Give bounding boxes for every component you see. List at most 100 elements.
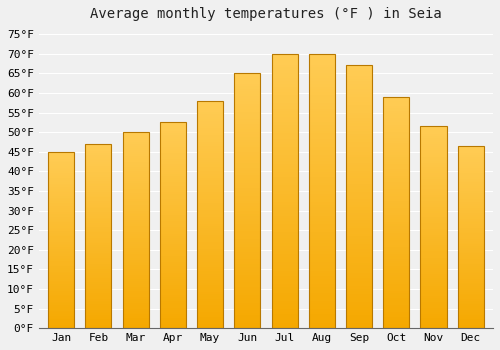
- Bar: [346, 250, 372, 252]
- Bar: [160, 310, 186, 312]
- Bar: [458, 199, 483, 201]
- Bar: [122, 304, 148, 307]
- Bar: [86, 148, 112, 149]
- Bar: [86, 240, 112, 242]
- Bar: [308, 260, 335, 262]
- Bar: [122, 169, 148, 172]
- Bar: [420, 126, 446, 128]
- Bar: [420, 322, 446, 324]
- Bar: [458, 215, 483, 217]
- Bar: [458, 208, 483, 210]
- Bar: [234, 216, 260, 219]
- Bar: [48, 208, 74, 210]
- Bar: [383, 171, 409, 173]
- Bar: [86, 271, 112, 273]
- Bar: [272, 150, 297, 153]
- Bar: [234, 282, 260, 285]
- Bar: [160, 194, 186, 196]
- Bar: [86, 227, 112, 229]
- Bar: [234, 206, 260, 208]
- Bar: [272, 251, 297, 254]
- Bar: [458, 303, 483, 304]
- Bar: [420, 217, 446, 219]
- Bar: [272, 144, 297, 147]
- Bar: [383, 323, 409, 326]
- Bar: [160, 186, 186, 188]
- Bar: [420, 318, 446, 320]
- Bar: [272, 70, 297, 73]
- Bar: [458, 217, 483, 219]
- Bar: [160, 312, 186, 314]
- Bar: [86, 210, 112, 212]
- Bar: [272, 180, 297, 183]
- Bar: [122, 173, 148, 175]
- Bar: [48, 161, 74, 162]
- Bar: [234, 310, 260, 313]
- Bar: [420, 247, 446, 250]
- Bar: [308, 78, 335, 81]
- Bar: [420, 302, 446, 304]
- Bar: [197, 251, 223, 253]
- Bar: [272, 293, 297, 295]
- Bar: [420, 138, 446, 140]
- Bar: [122, 132, 148, 328]
- Bar: [234, 252, 260, 254]
- Bar: [420, 189, 446, 191]
- Bar: [197, 160, 223, 162]
- Bar: [346, 207, 372, 210]
- Bar: [160, 145, 186, 147]
- Bar: [234, 303, 260, 305]
- Bar: [86, 273, 112, 275]
- Bar: [272, 103, 297, 106]
- Bar: [160, 219, 186, 221]
- Bar: [86, 269, 112, 271]
- Bar: [234, 124, 260, 127]
- Bar: [48, 321, 74, 323]
- Bar: [86, 192, 112, 194]
- Bar: [197, 285, 223, 287]
- Bar: [346, 79, 372, 81]
- Bar: [420, 225, 446, 227]
- Bar: [86, 286, 112, 288]
- Bar: [458, 248, 483, 250]
- Bar: [86, 302, 112, 304]
- Bar: [160, 277, 186, 279]
- Bar: [122, 309, 148, 310]
- Bar: [420, 251, 446, 253]
- Bar: [308, 158, 335, 161]
- Bar: [346, 228, 372, 231]
- Bar: [420, 148, 446, 150]
- Bar: [458, 257, 483, 259]
- Bar: [458, 259, 483, 261]
- Bar: [458, 179, 483, 181]
- Bar: [86, 201, 112, 203]
- Bar: [197, 280, 223, 283]
- Bar: [86, 216, 112, 218]
- Bar: [383, 203, 409, 205]
- Bar: [122, 252, 148, 254]
- Bar: [48, 261, 74, 263]
- Bar: [197, 283, 223, 285]
- Bar: [308, 191, 335, 194]
- Bar: [197, 189, 223, 192]
- Bar: [86, 164, 112, 166]
- Bar: [234, 211, 260, 213]
- Bar: [234, 224, 260, 226]
- Bar: [272, 78, 297, 81]
- Bar: [122, 199, 148, 201]
- Bar: [160, 159, 186, 161]
- Bar: [48, 279, 74, 281]
- Bar: [308, 175, 335, 177]
- Bar: [197, 192, 223, 194]
- Bar: [160, 293, 186, 295]
- Bar: [122, 271, 148, 273]
- Bar: [160, 207, 186, 209]
- Bar: [383, 238, 409, 240]
- Bar: [48, 252, 74, 254]
- Bar: [197, 185, 223, 187]
- Bar: [48, 159, 74, 161]
- Bar: [420, 270, 446, 272]
- Bar: [234, 280, 260, 282]
- Bar: [383, 129, 409, 132]
- Bar: [48, 256, 74, 258]
